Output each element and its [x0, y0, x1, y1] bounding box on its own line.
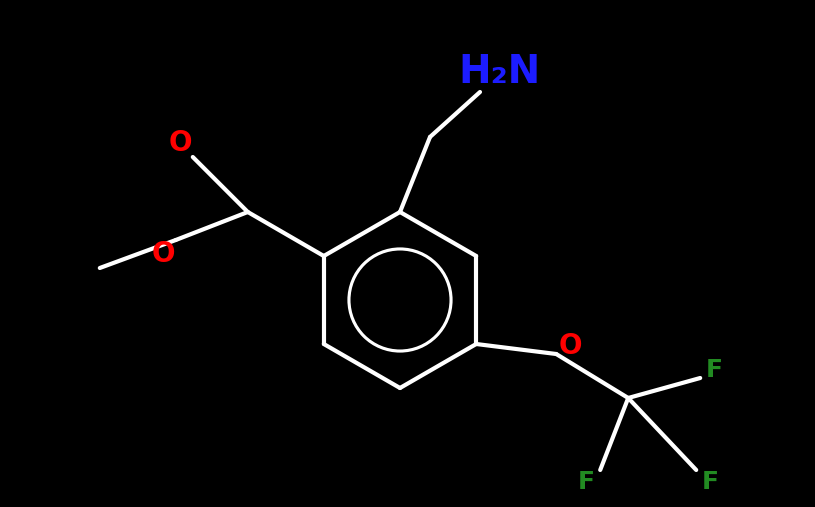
Text: F: F [702, 470, 719, 494]
Text: F: F [578, 470, 595, 494]
Text: O: O [558, 332, 582, 360]
Text: H₂N: H₂N [459, 53, 541, 91]
Text: O: O [169, 129, 192, 157]
Text: O: O [152, 240, 175, 268]
Text: F: F [706, 358, 723, 382]
